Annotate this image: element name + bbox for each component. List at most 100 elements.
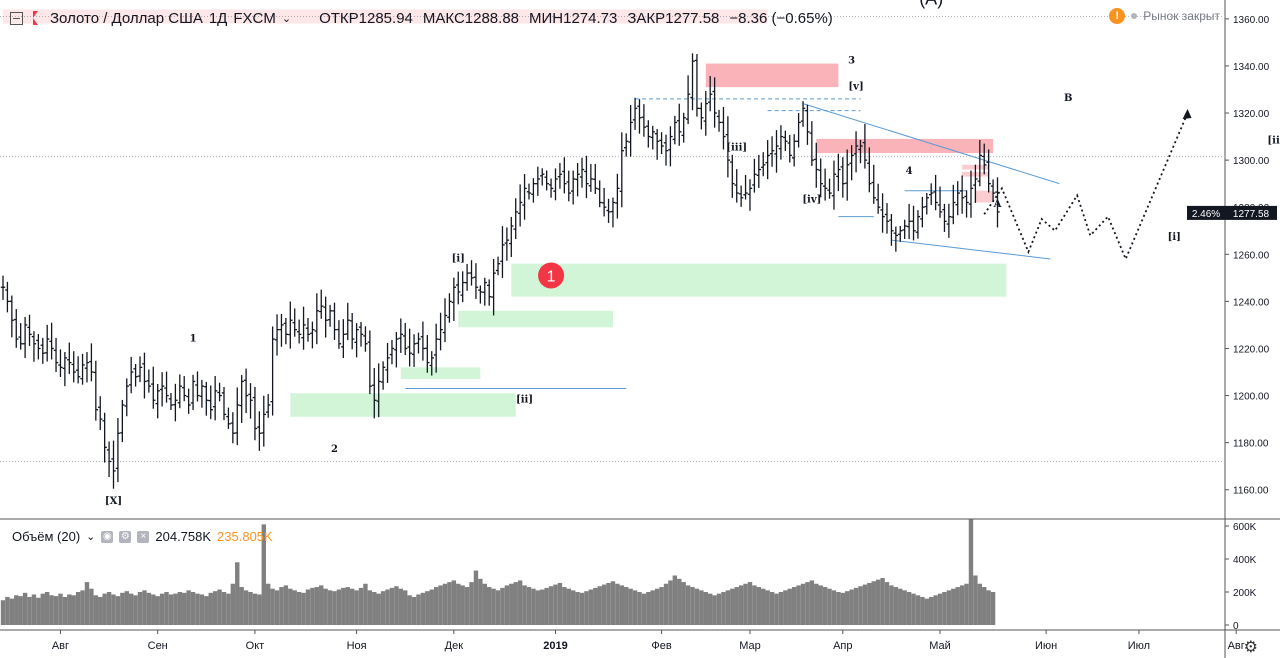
volume-bar <box>45 592 50 625</box>
volume-bar <box>893 587 899 625</box>
signal-marker-label: 1 <box>547 268 556 285</box>
volume-bar <box>685 585 691 625</box>
volume-bar <box>394 586 399 625</box>
wave-label: [iv] <box>802 194 821 205</box>
volume-bar <box>380 591 386 625</box>
volume-bar <box>853 587 859 625</box>
eye-icon[interactable]: ◉ <box>101 530 114 543</box>
warning-icon[interactable]: ! <box>1109 8 1126 24</box>
volume-bar <box>208 592 213 625</box>
volume-bar <box>875 579 881 625</box>
volume-bar <box>650 590 655 625</box>
volume-bar <box>385 589 390 625</box>
resistance-trendline <box>802 103 1060 185</box>
volume-bar <box>959 585 965 625</box>
volume-bar <box>252 593 258 625</box>
volume-bar <box>314 587 320 625</box>
x-axis-label: Июн <box>1035 640 1057 652</box>
collapse-icon[interactable] <box>10 11 23 25</box>
volume-bar <box>694 588 700 625</box>
x-axis-label: Авг <box>52 640 69 652</box>
volume-bar <box>708 593 713 625</box>
volume-bar <box>513 582 518 625</box>
volume-bar <box>464 587 470 625</box>
volume-bar <box>778 592 784 625</box>
volume-bar <box>699 590 704 625</box>
volume-bar <box>257 594 262 625</box>
volume-bar <box>456 583 461 625</box>
interval-label[interactable]: 1Д <box>208 9 228 27</box>
y-axis-label: 1240.00 <box>1233 297 1270 308</box>
volume-bar <box>646 592 651 625</box>
volume-bar <box>831 590 837 625</box>
volume-bar <box>610 581 616 625</box>
supply-zone <box>705 63 839 88</box>
volume-bar <box>721 592 726 625</box>
y-axis-label: 1220.00 <box>1233 344 1270 355</box>
volume-bar <box>827 588 832 625</box>
volume-bar <box>482 583 487 625</box>
volume-bar <box>641 593 647 625</box>
volume-bar <box>204 596 209 625</box>
volume-title[interactable]: Объём (20) <box>12 529 81 544</box>
volume-bar <box>500 587 505 625</box>
volume-bar <box>818 585 823 625</box>
volume-bar <box>159 593 165 625</box>
volume-bar <box>730 588 735 625</box>
volume-bar <box>389 587 395 625</box>
high-value: МАКС1288.88 <box>422 9 519 27</box>
settings-icon[interactable]: ⚙ <box>119 530 132 543</box>
market-status-text: Рынок закрыт <box>1143 9 1220 23</box>
volume-axis-label: 400K <box>1233 555 1257 566</box>
volume-bar <box>106 592 112 625</box>
exchange-label[interactable]: FXCM <box>233 9 276 27</box>
volume-bar <box>654 588 660 625</box>
volume-bar <box>429 589 434 625</box>
volume-bar <box>235 562 240 625</box>
y-axis-label: 1360.00 <box>1233 15 1270 26</box>
symbol-name[interactable]: Золото / Доллар США <box>50 9 203 27</box>
market-status[interactable]: ! Рынок закрыт <box>1109 8 1220 24</box>
volume-bar <box>274 590 280 625</box>
volume-bar <box>535 590 541 625</box>
ohlc-values: ОТКР1285.94 МАКС1288.88 МИН1274.73 ЗАКР1… <box>319 10 833 27</box>
volume-bar <box>27 596 32 625</box>
signal-marker[interactable] <box>538 262 565 289</box>
volume-bar <box>283 585 289 625</box>
volume-bar <box>407 595 412 625</box>
volume-bar <box>765 590 770 625</box>
last-price-tag[interactable] <box>1225 205 1277 220</box>
close-value: ЗАКР1277.58 <box>627 9 720 27</box>
volume-bar <box>867 582 872 625</box>
volume-bar <box>217 589 222 625</box>
low-value: МИН1274.73 <box>529 9 618 27</box>
volume-bar <box>584 591 589 625</box>
volume-bar <box>902 590 907 625</box>
volume-bar <box>292 590 297 625</box>
volume-bar <box>0 600 6 625</box>
x-axis-label: Окт <box>246 640 265 652</box>
y-axis-label: 1300.00 <box>1233 156 1270 167</box>
wave-label: 2 <box>331 444 338 455</box>
flag-icon[interactable] <box>33 11 38 25</box>
wave-label: [iii] <box>726 143 747 154</box>
close-icon[interactable]: × <box>137 530 150 543</box>
x-axis-label: Сен <box>148 640 168 652</box>
volume-bar <box>796 585 801 625</box>
chevron-down-icon[interactable]: ⌄ <box>86 531 96 543</box>
gear-icon[interactable]: ⚙ <box>1243 639 1258 656</box>
y-axis-label: 1180.00 <box>1233 439 1269 450</box>
volume-bar <box>747 582 753 625</box>
volume-bar <box>151 594 156 625</box>
volume-bar <box>36 597 41 625</box>
volume-bar <box>672 575 678 625</box>
volume-bar <box>115 596 121 625</box>
volume-bar <box>433 587 439 625</box>
volume-bar <box>296 592 302 625</box>
chevron-down-icon[interactable]: ⌄ <box>281 12 292 25</box>
volume-bar <box>553 584 558 625</box>
volume-axis-label: 0 <box>1233 621 1239 632</box>
projected-path <box>983 112 1189 262</box>
volume-bar <box>911 593 916 625</box>
